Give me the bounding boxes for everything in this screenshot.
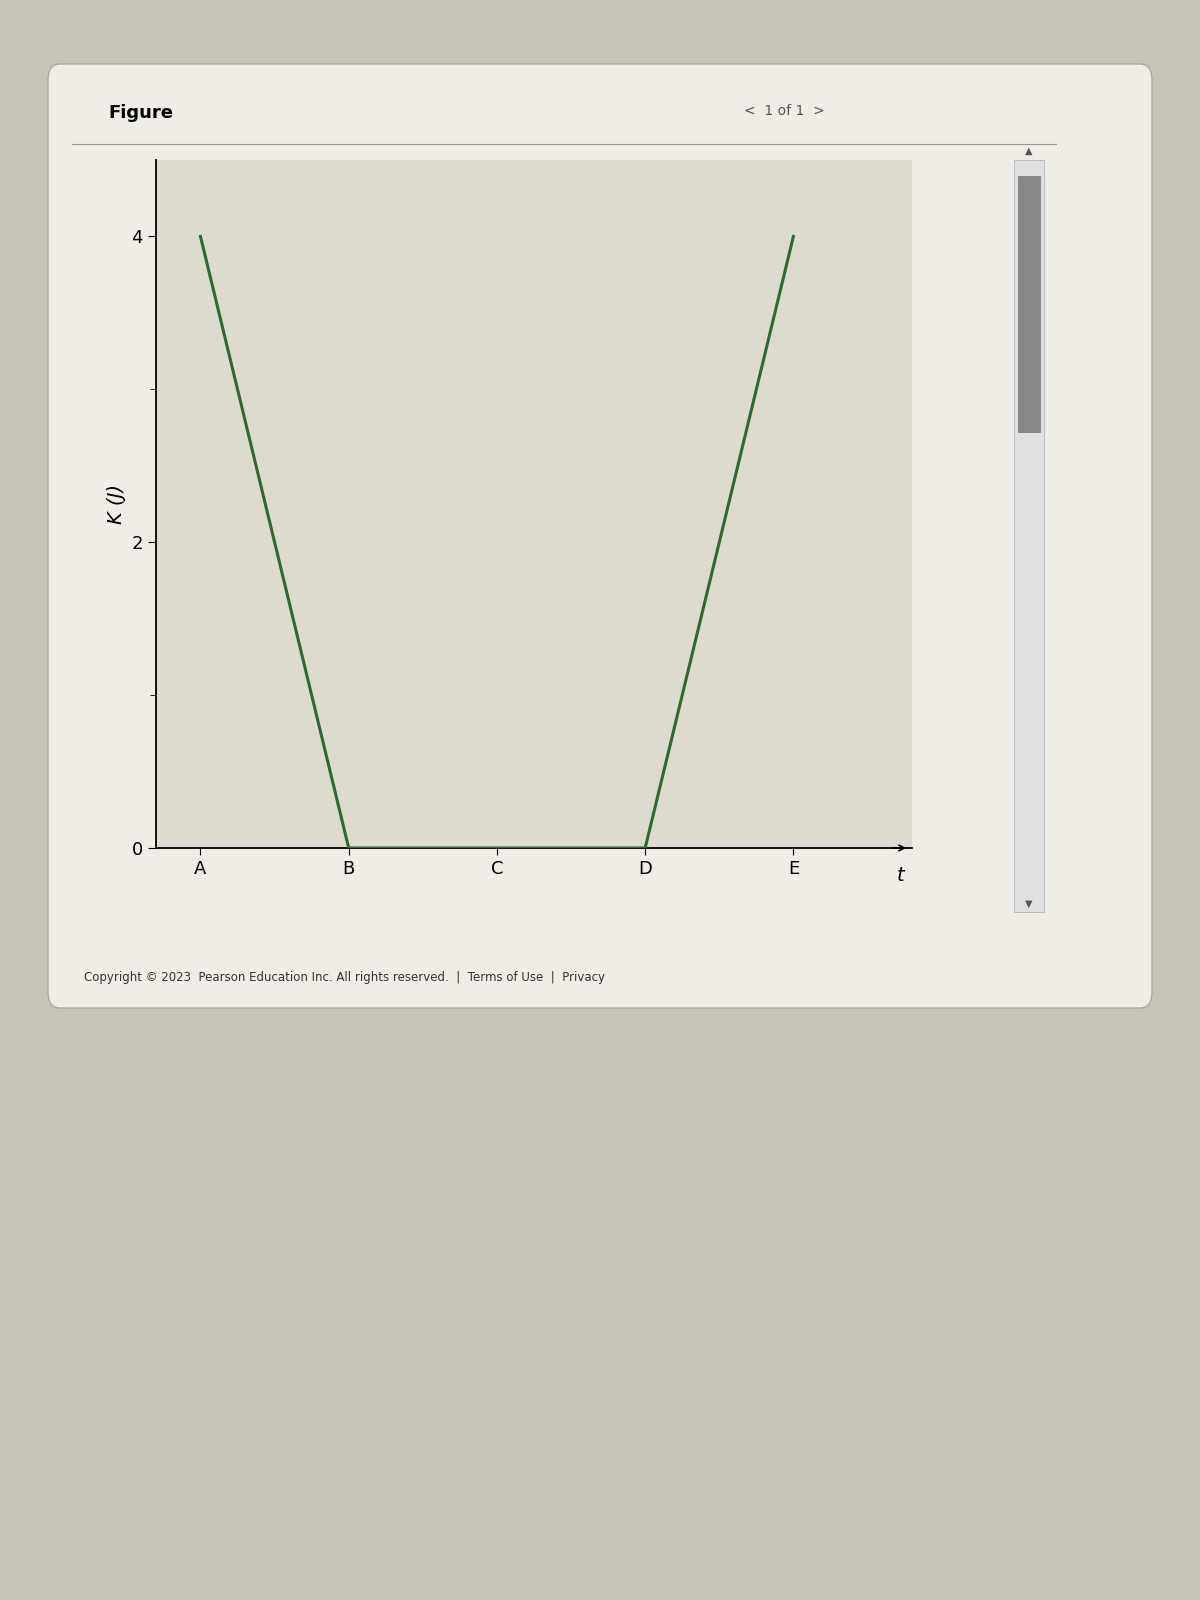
FancyBboxPatch shape — [1018, 176, 1040, 432]
FancyBboxPatch shape — [48, 64, 1152, 1008]
Text: <  1 of 1  >: < 1 of 1 > — [744, 104, 824, 118]
Y-axis label: K (J): K (J) — [107, 483, 126, 525]
Text: t: t — [896, 866, 904, 885]
Text: ▼: ▼ — [1025, 899, 1032, 909]
Text: ▲: ▲ — [1025, 146, 1032, 155]
Text: Copyright © 2023  Pearson Education Inc. All rights reserved.  |  Terms of Use  : Copyright © 2023 Pearson Education Inc. … — [84, 971, 605, 984]
Text: Figure: Figure — [108, 104, 173, 122]
FancyBboxPatch shape — [1014, 160, 1044, 912]
